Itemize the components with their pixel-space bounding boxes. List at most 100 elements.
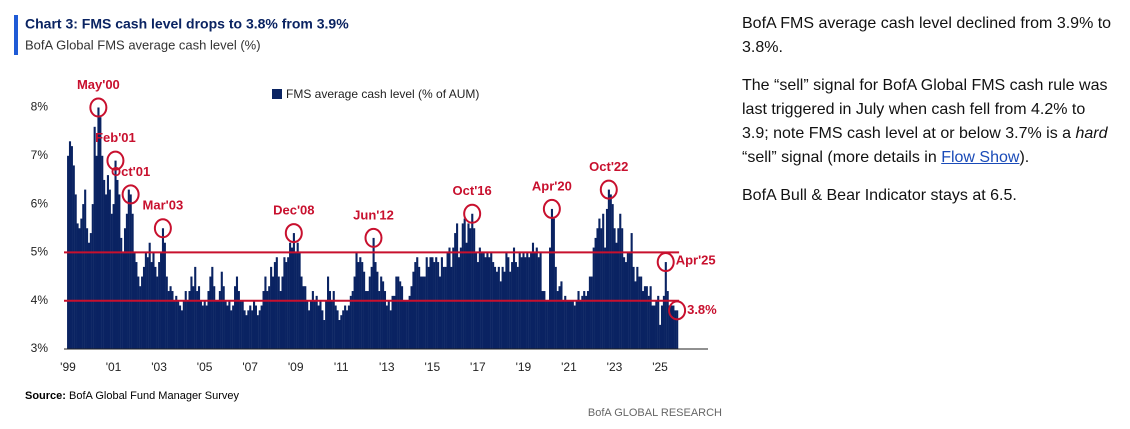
- brand: BofA GLOBAL RESEARCH: [588, 407, 722, 419]
- bar: [106, 175, 109, 349]
- bar: [338, 320, 341, 349]
- bar: [287, 257, 290, 349]
- bar: [541, 291, 544, 349]
- bar: [528, 257, 531, 349]
- y-tick-label: 7%: [31, 148, 49, 162]
- bar: [262, 291, 265, 349]
- bar: [344, 305, 347, 349]
- bar: [366, 291, 369, 349]
- x-tick-label: '01: [106, 360, 122, 374]
- bar: [609, 194, 612, 349]
- bar: [82, 204, 85, 349]
- bar: [154, 266, 157, 349]
- bar: [387, 300, 390, 349]
- bar: [632, 266, 635, 349]
- bar: [203, 300, 206, 349]
- bar: [585, 295, 588, 349]
- bar: [315, 295, 318, 349]
- bar: [454, 233, 457, 349]
- bar: [463, 218, 466, 349]
- chart-title: Chart 3: FMS cash level drops to 3.8% fr…: [25, 16, 349, 32]
- bar: [562, 300, 565, 349]
- bar: [190, 276, 193, 349]
- bar: [199, 300, 202, 349]
- bar: [256, 315, 259, 349]
- bar: [549, 247, 552, 349]
- bar: [452, 247, 455, 349]
- bar: [431, 257, 434, 349]
- bar: [353, 276, 356, 349]
- bar: [222, 286, 225, 349]
- bar: [558, 286, 561, 349]
- bar: [402, 300, 406, 349]
- bar: [340, 315, 343, 349]
- bar: [125, 213, 128, 349]
- bar: [399, 281, 402, 349]
- bar: [469, 228, 472, 349]
- bar: [374, 262, 377, 349]
- bar: [647, 295, 650, 349]
- bar: [376, 271, 379, 349]
- bar: [397, 276, 400, 349]
- annotation-label: May'00: [77, 77, 120, 92]
- bar: [112, 204, 115, 349]
- x-tick-label: '19: [516, 360, 532, 374]
- bar: [249, 305, 252, 349]
- annotation-circle: [364, 227, 383, 248]
- bar: [273, 262, 276, 349]
- bar: [511, 262, 514, 349]
- bar: [175, 295, 178, 349]
- bar: [105, 194, 108, 349]
- bar: [429, 257, 432, 349]
- bar: [80, 218, 83, 349]
- bar: [131, 213, 134, 349]
- bar: [148, 242, 151, 349]
- bar: [302, 286, 305, 349]
- bar: [579, 300, 582, 349]
- bar: [213, 286, 216, 349]
- bar: [103, 179, 106, 349]
- bar: [651, 305, 654, 349]
- bar: [205, 305, 208, 349]
- accent-bar: [14, 15, 18, 55]
- bar: [234, 286, 237, 349]
- annotation-label: 3.8%: [687, 302, 717, 317]
- bar: [76, 223, 79, 349]
- bar: [334, 305, 337, 349]
- bar: [218, 291, 221, 349]
- bar: [543, 291, 546, 349]
- bar: [158, 262, 161, 349]
- bar: [467, 223, 470, 349]
- bar: [571, 300, 574, 349]
- bar: [254, 305, 258, 349]
- bar: [385, 305, 388, 349]
- bar: [370, 266, 373, 349]
- source-text: BofA Global Fund Manager Survey: [69, 390, 239, 402]
- bar: [180, 310, 183, 349]
- bar: [361, 262, 364, 349]
- annotation-circle: [599, 179, 618, 200]
- bar: [321, 310, 324, 349]
- bar: [596, 228, 599, 349]
- bar: [270, 266, 273, 349]
- y-tick-label: 4%: [31, 293, 49, 307]
- bar: [461, 223, 464, 349]
- y-tick-label: 8%: [31, 100, 49, 114]
- bar: [389, 310, 392, 349]
- bar: [226, 305, 229, 349]
- bar: [120, 237, 123, 349]
- bar: [566, 300, 569, 349]
- bar: [251, 310, 254, 349]
- annotation-circle: [89, 97, 108, 118]
- bar: [465, 242, 468, 349]
- bar: [662, 295, 665, 349]
- bar: [330, 300, 333, 349]
- bar: [634, 281, 637, 349]
- bar: [135, 262, 138, 349]
- link[interactable]: Flow Show: [941, 149, 1020, 166]
- bar: [581, 295, 584, 349]
- bar: [309, 300, 313, 349]
- bar: [552, 218, 555, 349]
- bar: [545, 300, 548, 349]
- commentary: BofA FMS average cash level declined fro…: [742, 12, 1112, 222]
